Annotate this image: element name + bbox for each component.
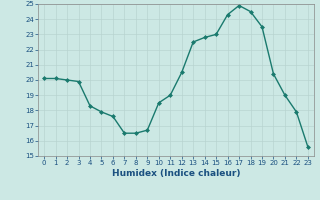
X-axis label: Humidex (Indice chaleur): Humidex (Indice chaleur) [112,169,240,178]
